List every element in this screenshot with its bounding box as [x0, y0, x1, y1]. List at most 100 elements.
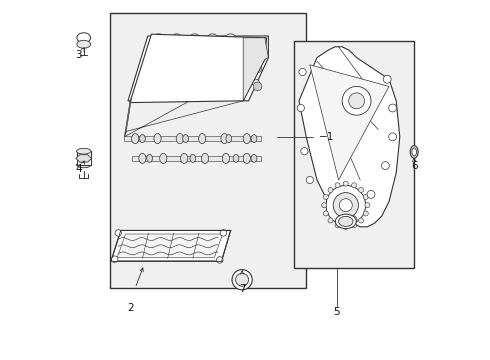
Circle shape — [253, 46, 262, 55]
Circle shape — [115, 230, 122, 236]
Ellipse shape — [160, 153, 167, 163]
Circle shape — [301, 148, 308, 155]
Ellipse shape — [201, 153, 209, 163]
Text: 4: 4 — [75, 164, 82, 174]
Bar — [76, 151, 91, 165]
Circle shape — [220, 230, 227, 236]
Circle shape — [299, 68, 306, 76]
Circle shape — [297, 104, 304, 112]
Ellipse shape — [154, 134, 161, 144]
Circle shape — [253, 82, 262, 91]
Circle shape — [367, 190, 375, 198]
Polygon shape — [130, 34, 267, 103]
Ellipse shape — [243, 134, 250, 144]
Bar — [294, 41, 414, 268]
Ellipse shape — [132, 134, 139, 144]
Circle shape — [253, 64, 262, 73]
Circle shape — [151, 83, 159, 90]
Circle shape — [323, 211, 328, 216]
Circle shape — [321, 203, 327, 208]
Polygon shape — [117, 234, 222, 257]
Ellipse shape — [77, 33, 91, 43]
Ellipse shape — [221, 134, 228, 144]
Circle shape — [328, 218, 333, 223]
Circle shape — [365, 203, 370, 208]
Circle shape — [383, 75, 391, 83]
Circle shape — [323, 194, 328, 199]
Circle shape — [306, 176, 314, 184]
Circle shape — [252, 79, 259, 86]
Circle shape — [229, 48, 239, 57]
Text: 3: 3 — [75, 50, 82, 60]
Text: 6: 6 — [411, 161, 417, 171]
Polygon shape — [243, 38, 269, 101]
Ellipse shape — [190, 154, 196, 162]
Ellipse shape — [222, 153, 229, 163]
Circle shape — [389, 104, 396, 112]
Text: 7: 7 — [239, 284, 245, 294]
Ellipse shape — [139, 153, 146, 163]
Ellipse shape — [180, 153, 188, 163]
Polygon shape — [124, 59, 265, 137]
Circle shape — [349, 93, 365, 109]
Circle shape — [351, 222, 357, 228]
Circle shape — [342, 86, 371, 115]
Circle shape — [326, 185, 366, 225]
Ellipse shape — [198, 134, 206, 144]
Circle shape — [194, 48, 203, 57]
Circle shape — [205, 77, 213, 85]
Ellipse shape — [140, 135, 145, 143]
Polygon shape — [310, 65, 389, 180]
Circle shape — [389, 133, 396, 141]
Circle shape — [154, 48, 170, 64]
Polygon shape — [299, 47, 400, 227]
Polygon shape — [124, 97, 132, 137]
Ellipse shape — [172, 34, 180, 38]
Ellipse shape — [339, 216, 353, 226]
Text: −1: −1 — [319, 132, 334, 142]
Polygon shape — [128, 36, 269, 101]
Circle shape — [349, 216, 357, 224]
Polygon shape — [132, 156, 261, 161]
Ellipse shape — [226, 135, 232, 143]
Ellipse shape — [227, 34, 235, 38]
Ellipse shape — [76, 162, 91, 168]
Text: 2: 2 — [127, 303, 134, 313]
Polygon shape — [76, 155, 92, 162]
Circle shape — [339, 199, 352, 212]
Ellipse shape — [410, 146, 418, 158]
Text: 5: 5 — [334, 307, 340, 317]
Circle shape — [226, 44, 242, 60]
Circle shape — [343, 224, 348, 229]
Circle shape — [176, 79, 184, 86]
Bar — [110, 13, 306, 288]
Polygon shape — [111, 230, 231, 261]
Ellipse shape — [176, 134, 183, 144]
Ellipse shape — [251, 135, 257, 143]
Circle shape — [234, 77, 242, 85]
Ellipse shape — [251, 154, 257, 162]
Circle shape — [217, 257, 223, 263]
Circle shape — [363, 211, 368, 216]
Circle shape — [190, 44, 206, 60]
Ellipse shape — [155, 34, 163, 38]
Ellipse shape — [191, 34, 198, 38]
Circle shape — [328, 188, 333, 193]
Circle shape — [351, 183, 357, 188]
Circle shape — [232, 270, 252, 290]
Ellipse shape — [335, 214, 356, 229]
Ellipse shape — [76, 148, 91, 154]
Ellipse shape — [412, 148, 416, 156]
Circle shape — [333, 193, 358, 218]
Circle shape — [111, 256, 118, 262]
Circle shape — [359, 218, 364, 223]
Ellipse shape — [233, 154, 239, 162]
Circle shape — [381, 162, 390, 170]
Circle shape — [363, 194, 368, 199]
Circle shape — [343, 181, 348, 186]
Circle shape — [335, 183, 340, 188]
Ellipse shape — [209, 34, 217, 38]
Ellipse shape — [147, 154, 152, 162]
Ellipse shape — [77, 40, 91, 48]
Ellipse shape — [243, 153, 250, 163]
